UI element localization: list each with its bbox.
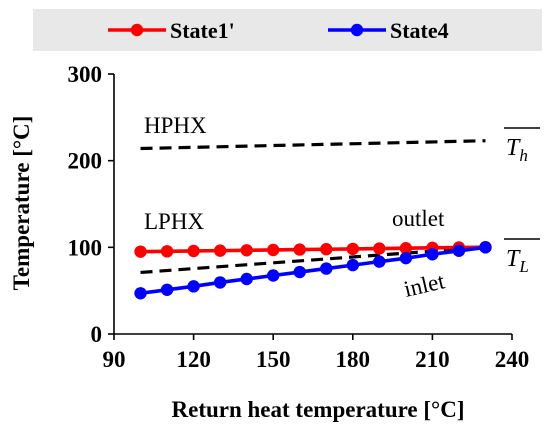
th-label-base: T <box>506 135 521 161</box>
x-tick-label: 90 <box>103 347 126 372</box>
hphx-label: HPHX <box>144 113 207 138</box>
series-state4-point <box>293 265 306 279</box>
series-state4-point <box>160 283 174 296</box>
y-tick-label: 300 <box>68 62 103 87</box>
series-state4-point <box>240 272 253 286</box>
x-tick-label: 240 <box>495 347 530 372</box>
plot-area: 0 100 200 300 90 120 150 180 210 240 <box>68 62 530 372</box>
svg-text:TL: TL <box>506 246 529 276</box>
x-tick-label: 150 <box>256 347 291 372</box>
x-tick-label: 180 <box>336 347 371 372</box>
outlet-label: outlet <box>392 206 445 231</box>
series-state4-point <box>373 255 386 268</box>
x-tick-label: 120 <box>176 347 211 372</box>
th-label-sub: h <box>519 146 528 165</box>
legend-state1p-label: State1' <box>170 18 235 43</box>
series-state4-point <box>399 251 413 265</box>
series-state1p-point <box>293 243 306 256</box>
series-state1p-point <box>240 244 253 257</box>
series-state4-point <box>452 244 466 257</box>
series-state1p-point <box>373 242 386 255</box>
series-state1p-point <box>134 245 147 258</box>
series-state4-point <box>267 269 280 282</box>
y-tick-label: 100 <box>68 235 103 260</box>
series-state4-point <box>213 276 227 289</box>
series-state1p-point <box>187 244 200 258</box>
series-state4-point <box>187 280 200 293</box>
th-label: Th <box>504 127 540 165</box>
svg-text:Th: Th <box>506 135 528 165</box>
series-state1p-point <box>346 242 359 256</box>
legend-state1p-marker <box>130 23 144 37</box>
tl-label: TL <box>504 238 540 276</box>
legend-state4-label: State4 <box>390 18 449 43</box>
legend-state4-marker <box>350 23 364 37</box>
series-state1p-point <box>399 242 413 255</box>
series-state1p-point <box>213 244 227 257</box>
inlet-label: inlet <box>402 268 448 302</box>
legend: State1' State4 <box>33 9 542 51</box>
tl-label-base: T <box>506 246 521 272</box>
y-axis-title: Temperature [°C] <box>9 116 34 291</box>
series-state4-point <box>320 262 333 275</box>
x-axis-title: Return heat temperature [°C] <box>172 397 465 422</box>
series-state1p-point <box>267 243 280 257</box>
series-state4-point <box>426 248 439 261</box>
series-state4-point <box>479 241 492 254</box>
series-state1p-point <box>160 245 174 258</box>
lphx-label: LPHX <box>144 209 204 234</box>
tl-label-sub: L <box>518 257 528 276</box>
x-tick-label: 210 <box>415 347 450 372</box>
y-tick-label: 200 <box>68 149 103 174</box>
series-state1p-point <box>320 243 333 256</box>
series-state4-point <box>134 287 147 300</box>
reference-line-th <box>140 139 486 151</box>
y-tick-label: 0 <box>91 322 103 347</box>
series-state4-point <box>346 258 359 272</box>
